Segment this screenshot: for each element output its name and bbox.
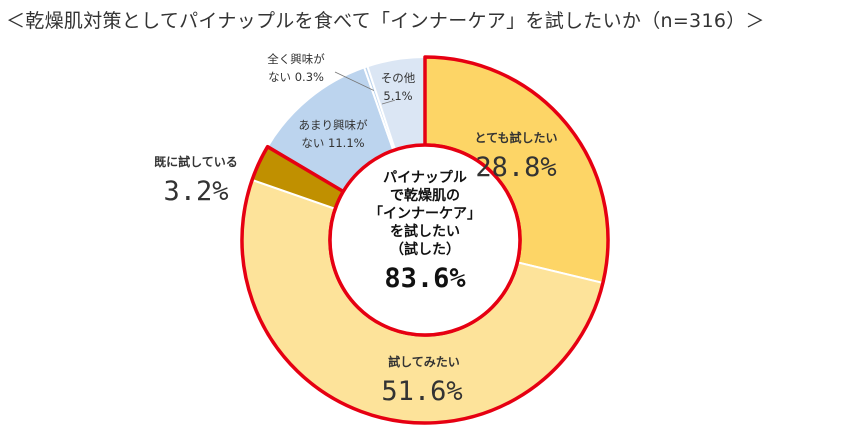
center-value: 83.6%: [384, 263, 466, 294]
center-circle: [328, 143, 522, 337]
label-already-value: 3.2%: [163, 176, 228, 207]
label-other-line2: 5.1%: [383, 89, 412, 103]
center-line-3: 「インナーケア」: [369, 205, 481, 222]
label-very-want-value: 28.8%: [475, 152, 556, 183]
label-none-line2: ない 0.3%: [268, 70, 324, 84]
label-very-want-name: とても試したい: [474, 130, 557, 145]
label-not-much-line1: あまり興味が: [299, 118, 368, 132]
center-line-2: で乾燥肌の: [390, 187, 460, 204]
leader-line-none: [334, 71, 375, 91]
label-already-name: 既に試している: [154, 154, 238, 169]
label-want-value: 51.6%: [381, 376, 462, 407]
center-line-4: を試したい: [390, 223, 460, 240]
label-not-much-line2: ない 11.1%: [301, 136, 364, 150]
center-line-5: （試した）: [390, 241, 460, 258]
label-none-line1: 全く興味が: [267, 52, 325, 66]
label-other-line1: その他: [381, 71, 416, 85]
center-line-1: パイナップル: [383, 170, 467, 186]
label-want-name: 試してみたい: [388, 354, 460, 369]
chart-title: ＜乾燥肌対策としてパイナップルを食べて「インナーケア」を試したいか（n=316）…: [6, 10, 765, 32]
leader-line-other: [381, 99, 395, 105]
